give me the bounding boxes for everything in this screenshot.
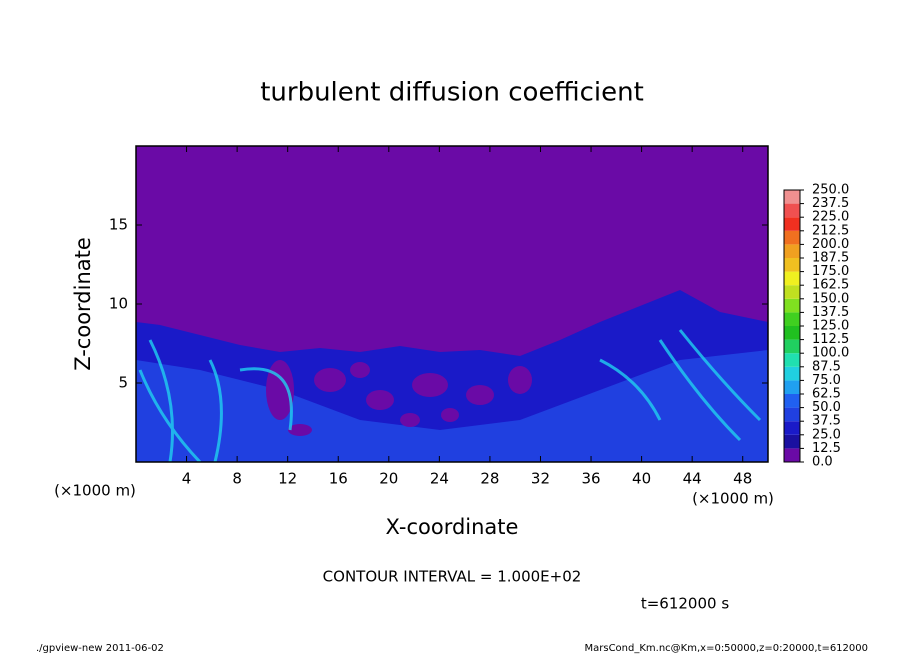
x-tick-label: 16 [329, 470, 348, 488]
colorbar-bin [784, 230, 800, 245]
colorbar-label: 62.5 [812, 387, 841, 402]
colorbar-label: 12.5 [812, 441, 841, 456]
colorbar-bin [784, 298, 800, 313]
colorbar-bin [784, 271, 800, 286]
y-tick-label: 15 [109, 216, 128, 234]
field [136, 146, 768, 462]
colorbar-label: 37.5 [812, 414, 841, 429]
colorbar-label: 212.5 [812, 223, 849, 238]
colorbar-bin [784, 380, 800, 394]
x-tick-label: 40 [632, 470, 651, 488]
x-tick-label: 4 [182, 470, 192, 488]
colorbar-label: 0.0 [812, 455, 833, 470]
colorbar-label: 100.0 [812, 346, 849, 361]
colorbar-bin [784, 190, 800, 204]
colorbar-label: 25.0 [812, 427, 841, 442]
colorbar-label: 187.5 [812, 251, 849, 266]
x-tick-label: 44 [683, 470, 702, 488]
colorbar-label: 250.0 [812, 183, 849, 198]
y-axis-label: Z-coordinate [71, 237, 95, 371]
colorbar-label: 150.0 [812, 291, 849, 306]
colorbar-bin [784, 421, 800, 435]
y-tick-label: 5 [118, 374, 128, 392]
colorbar-bin [784, 394, 800, 408]
colorbar-bin [784, 326, 800, 340]
colorbar-bin [784, 312, 800, 326]
x-axis-label: X-coordinate [386, 515, 519, 539]
x-tick-label: 12 [278, 470, 297, 488]
x-unit: (×1000 m) [692, 490, 774, 508]
colorbar-label: 125.0 [812, 319, 849, 334]
x-tick-label: 24 [430, 470, 449, 488]
colorbar-label: 225.0 [812, 210, 849, 225]
colorbar-bin [784, 448, 800, 462]
colorbar-bin [784, 366, 800, 381]
x-tick-label: 20 [379, 470, 398, 488]
y-unit: (×1000 m) [54, 482, 136, 500]
y-tick-label: 10 [109, 295, 128, 313]
colorbar-label: 162.5 [812, 278, 849, 293]
colorbar-bin [784, 407, 800, 422]
colorbar-bin [784, 353, 800, 367]
footer-left: ./gpview-new 2011-06-02 [36, 643, 164, 654]
time-label: t=612000 s [641, 595, 729, 613]
colorbar-bin [784, 339, 800, 354]
contour-interval: CONTOUR INTERVAL = 1.000E+02 [323, 568, 582, 586]
colorbar-bin [784, 217, 800, 231]
colorbar-bin [784, 434, 800, 449]
colorbar-label: 175.0 [812, 264, 849, 279]
x-tick-label: 28 [480, 470, 499, 488]
chart-title: turbulent diffusion coefficient [260, 78, 644, 108]
colorbar-bin [784, 244, 800, 258]
footer-right: MarsCond_Km.nc@Km,x=0:50000,z=0:20000,t=… [585, 643, 869, 654]
x-tick-label: 32 [531, 470, 550, 488]
colorbar-bin [784, 203, 800, 218]
x-tick-label: 36 [581, 470, 600, 488]
colorbar-label: 112.5 [812, 332, 849, 347]
colorbar-bin [784, 285, 800, 299]
colorbar-label: 75.0 [812, 373, 841, 388]
x-tick-label: 48 [733, 470, 752, 488]
colorbar-bin [784, 258, 800, 272]
colorbar-label: 200.0 [812, 237, 849, 252]
colorbar-label: 137.5 [812, 305, 849, 320]
x-tick-label: 8 [232, 470, 242, 488]
colorbar-label: 87.5 [812, 359, 841, 374]
colorbar-label: 237.5 [812, 196, 849, 211]
colorbar-label: 50.0 [812, 400, 841, 415]
